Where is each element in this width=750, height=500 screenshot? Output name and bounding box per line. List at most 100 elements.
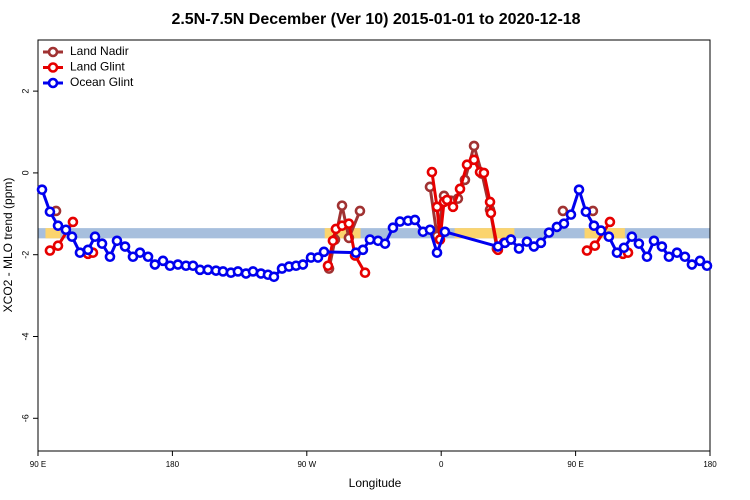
- point: [656, 241, 668, 252]
- point: [44, 245, 56, 256]
- point: [521, 236, 533, 247]
- point: [82, 244, 94, 256]
- legend-label: Ocean Glint: [70, 75, 134, 89]
- point: [485, 207, 497, 219]
- point: [588, 220, 600, 231]
- point: [558, 218, 570, 229]
- point: [633, 238, 645, 249]
- point: [89, 231, 101, 243]
- point: [387, 222, 399, 234]
- point: [202, 264, 214, 276]
- point: [641, 251, 653, 263]
- point: [595, 225, 607, 236]
- point: [671, 247, 683, 258]
- legend-label: Land Glint: [70, 60, 125, 74]
- point: [426, 166, 438, 178]
- point: [573, 184, 585, 195]
- point: [172, 259, 184, 270]
- point: [232, 266, 244, 277]
- point: [149, 259, 161, 270]
- chart-title: 2.5N-7.5N December (Ver 10) 2015-01-01 t…: [171, 11, 580, 28]
- point: [439, 226, 451, 238]
- point: [580, 206, 592, 218]
- point: [364, 234, 376, 245]
- point: [513, 243, 525, 254]
- plot-frame: [37, 39, 711, 452]
- y-axis-label: XCO2 - MLO trend (ppm): [1, 178, 15, 313]
- legend-label: Land Nadir: [70, 44, 129, 58]
- point: [104, 251, 116, 263]
- band-highlight: [324, 228, 361, 239]
- point: [394, 216, 406, 227]
- point: [611, 247, 623, 258]
- point: [468, 154, 480, 166]
- point: [478, 167, 490, 179]
- point: [111, 235, 123, 247]
- point: [686, 259, 698, 270]
- point: [343, 218, 355, 229]
- band-highlight: [454, 228, 515, 239]
- point: [565, 209, 577, 220]
- y-tick-label: -6: [20, 414, 30, 422]
- point: [447, 201, 459, 213]
- point: [694, 255, 706, 267]
- point: [318, 246, 330, 258]
- point: [67, 216, 79, 228]
- point: [134, 247, 146, 258]
- point: [431, 247, 443, 258]
- point: [379, 238, 391, 249]
- point: [581, 245, 593, 256]
- y-tick-label: -2: [20, 251, 30, 259]
- point: [424, 224, 436, 236]
- point: [543, 227, 555, 238]
- point: [142, 251, 154, 263]
- point: [357, 244, 369, 256]
- x-tick-label: 90 W: [297, 460, 316, 469]
- point: [322, 260, 334, 272]
- point: [52, 220, 64, 231]
- point: [679, 251, 691, 263]
- point: [589, 240, 601, 252]
- point: [618, 242, 630, 254]
- point: [454, 183, 466, 195]
- y-tick-label: -4: [20, 332, 30, 340]
- y-tick-label: 2: [20, 89, 30, 94]
- point: [648, 235, 660, 247]
- legend-marker: [47, 62, 59, 73]
- point: [468, 140, 480, 152]
- point: [354, 205, 366, 217]
- point: [604, 216, 616, 228]
- point: [96, 238, 108, 249]
- point: [327, 235, 339, 247]
- point: [663, 251, 675, 263]
- point: [36, 184, 48, 195]
- band-highlight: [45, 228, 61, 239]
- point: [66, 231, 78, 243]
- x-tick-label: 90 E: [30, 460, 46, 469]
- point: [359, 267, 371, 278]
- x-axis-label: Longitude: [349, 476, 402, 490]
- point: [409, 214, 421, 226]
- band: [38, 228, 710, 239]
- x-tick-label: 90 E: [567, 460, 583, 469]
- point: [52, 240, 64, 252]
- point: [701, 260, 713, 272]
- y-tick-label: 0: [20, 170, 30, 175]
- point: [603, 231, 615, 243]
- legend-marker: [47, 77, 59, 89]
- point: [626, 231, 638, 243]
- point: [431, 201, 443, 213]
- point: [535, 237, 547, 249]
- x-tick-label: 180: [166, 460, 180, 469]
- point: [157, 255, 169, 267]
- point: [268, 271, 280, 283]
- point: [312, 252, 324, 263]
- point: [60, 224, 72, 236]
- x-tick-label: 0: [439, 460, 444, 469]
- x-tick-label: 180: [703, 460, 717, 469]
- point: [461, 159, 473, 171]
- point: [297, 259, 309, 270]
- legend-marker: [47, 46, 59, 58]
- point: [44, 206, 56, 218]
